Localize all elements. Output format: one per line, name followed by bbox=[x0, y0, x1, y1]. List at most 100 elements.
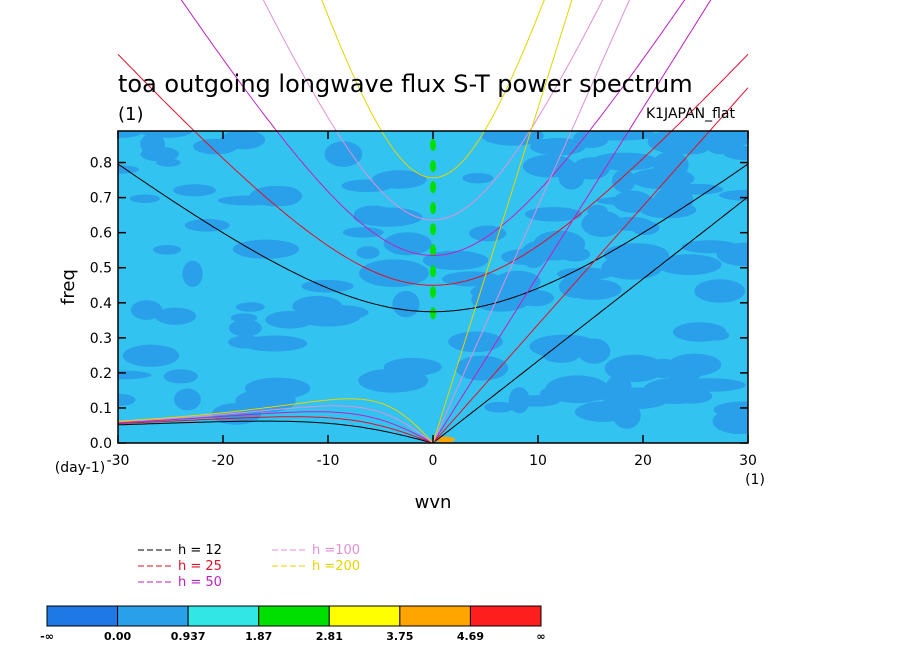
heatmap-patch bbox=[130, 300, 163, 320]
x-axis: -30 -20 -10 0 10 20 30 bbox=[107, 131, 757, 469]
heatmap-patch bbox=[700, 330, 730, 341]
rossby-wave-curve bbox=[117, 420, 434, 444]
heatmap-patch bbox=[543, 390, 609, 402]
colorbar-swatch bbox=[117, 605, 189, 627]
heatmap-patch bbox=[694, 279, 745, 303]
legend-label: h =100 bbox=[312, 543, 360, 558]
heatmap-patch bbox=[301, 279, 354, 293]
heatmap-patch bbox=[245, 377, 311, 400]
heatmap-patch bbox=[712, 408, 748, 434]
heatmap-patch bbox=[392, 290, 420, 318]
heatmap-patch bbox=[228, 335, 264, 349]
legend-label: h =200 bbox=[312, 559, 360, 574]
dispersion-curve-h50 bbox=[117, 0, 712, 444]
y-tick-label: 0.7 bbox=[90, 191, 112, 207]
heatmap-patch bbox=[359, 259, 429, 288]
y-unit-label: (day-1) bbox=[55, 460, 105, 476]
heatmap-patch bbox=[675, 378, 746, 392]
heatmap-patch bbox=[530, 138, 586, 156]
heatmap-patch bbox=[383, 357, 442, 377]
heatmap-patch bbox=[342, 227, 384, 238]
heatmap-patch bbox=[591, 152, 659, 171]
colorbar-label: 0.00 bbox=[104, 630, 131, 643]
heatmap-patches bbox=[118, 131, 748, 443]
heatmap-patch bbox=[557, 267, 613, 281]
heatmap-patch bbox=[601, 254, 663, 280]
heatmap-patch bbox=[236, 302, 265, 312]
legend-label: h = 50 bbox=[178, 575, 222, 590]
colorbar-label: 4.69 bbox=[457, 630, 484, 643]
heatmap-peak bbox=[430, 160, 436, 173]
heatmap-peak bbox=[430, 265, 436, 278]
rossby-wave-curve bbox=[117, 416, 434, 444]
colorbar-label: 0.937 bbox=[171, 630, 206, 643]
legend-label: h = 12 bbox=[178, 543, 222, 558]
heatmap-patch bbox=[341, 179, 393, 193]
colorbar-swatch bbox=[469, 605, 542, 627]
heatmap-patch bbox=[229, 319, 262, 337]
heatmap-patch bbox=[163, 369, 198, 384]
kelvin-wave-curve bbox=[432, 0, 630, 444]
heatmap-patch bbox=[577, 338, 611, 364]
source-label: K1JAPAN_flat bbox=[646, 106, 736, 122]
x-axis-label: wvn bbox=[415, 492, 452, 513]
y-tick-label: 0.5 bbox=[90, 261, 112, 277]
heatmap-peak bbox=[430, 307, 436, 320]
colorbar-swatch bbox=[328, 605, 401, 627]
heatmap-patch bbox=[184, 219, 230, 232]
heatmap-patch bbox=[153, 245, 181, 255]
heatmap-patch bbox=[356, 246, 380, 259]
heatmap-patch bbox=[716, 242, 748, 267]
heatmap-patch bbox=[354, 205, 393, 222]
chart-title: toa outgoing longwave flux S-T power spe… bbox=[118, 70, 693, 98]
heatmap-peak bbox=[430, 286, 436, 299]
kelvin-wave-curve bbox=[432, 0, 712, 444]
heatmap bbox=[118, 131, 748, 443]
x-tick-label: 0 bbox=[429, 453, 438, 469]
y-tick-label: 0.1 bbox=[90, 401, 112, 417]
heatmap-patch bbox=[565, 279, 622, 300]
heatmap-patch bbox=[155, 307, 197, 325]
heatmap-patch bbox=[174, 388, 201, 411]
dispersion-curve-h100 bbox=[117, 0, 630, 444]
heatmap-patch bbox=[448, 331, 503, 353]
heatmap-patch bbox=[581, 210, 623, 237]
heatmap-patch bbox=[230, 313, 258, 323]
legend-label: h = 25 bbox=[178, 559, 222, 574]
x-tick-label: 10 bbox=[529, 453, 547, 469]
y-tick-label: 0.6 bbox=[90, 226, 112, 242]
heatmap-patch bbox=[462, 173, 494, 184]
y-axis: 0.0 0.1 0.2 0.3 0.4 0.5 0.6 0.7 0.8 bbox=[90, 156, 748, 452]
heatmap-patch bbox=[535, 340, 587, 351]
inertia-gravity-curve bbox=[117, 53, 749, 286]
x-tick-label: -10 bbox=[317, 453, 340, 469]
x-tick-label: 20 bbox=[634, 453, 652, 469]
rossby-wave-curve bbox=[117, 405, 434, 444]
inertia-gravity-curve bbox=[262, 0, 604, 221]
heatmap-patch bbox=[640, 201, 697, 219]
heatmap-patch bbox=[608, 216, 653, 231]
rossby-wave-curve bbox=[117, 398, 434, 444]
heatmap-patch bbox=[122, 344, 180, 367]
heatmap-patch bbox=[707, 140, 732, 155]
unit-label: (1) bbox=[118, 104, 144, 125]
colorbar-swatch bbox=[187, 605, 260, 627]
heatmap-patch bbox=[584, 131, 656, 141]
colorbar-label: ∞ bbox=[536, 630, 545, 643]
kelvin-wave-curve bbox=[432, 0, 573, 444]
colorbar-label: -∞ bbox=[40, 630, 54, 643]
kelvin-wave-curve bbox=[432, 196, 749, 444]
y-tick-label: 0.3 bbox=[90, 331, 112, 347]
heatmap-patch bbox=[575, 401, 632, 422]
heatmap-patch bbox=[630, 168, 695, 190]
heatmap-patch bbox=[193, 138, 238, 155]
y-axis-label: freq bbox=[58, 269, 79, 305]
heatmap-peak bbox=[430, 139, 436, 151]
heatmap-patch bbox=[118, 393, 136, 406]
x-unit-label: (1) bbox=[745, 472, 765, 488]
heatmap-patch bbox=[250, 185, 303, 207]
y-tick-label: 0.4 bbox=[90, 296, 112, 312]
dispersion-curves bbox=[117, 0, 749, 444]
